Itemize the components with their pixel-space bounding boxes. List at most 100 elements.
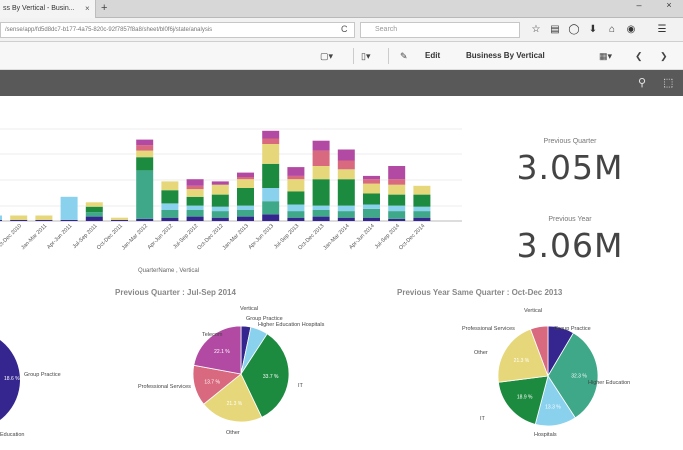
bar-segment[interactable] xyxy=(111,217,128,220)
bar-segment[interactable] xyxy=(363,175,380,180)
bar-segment[interactable] xyxy=(363,179,380,184)
bar-segment[interactable] xyxy=(413,185,431,195)
bar-segment[interactable] xyxy=(186,179,204,186)
bar-segment[interactable] xyxy=(136,170,154,219)
bar-segment[interactable] xyxy=(287,175,305,180)
bar-segment[interactable] xyxy=(237,216,254,221)
bar-segment[interactable] xyxy=(262,144,280,164)
url-bar[interactable]: /sense/app/fd5d8dc7-b177-4a75-820c-92f78… xyxy=(0,22,355,38)
bar-segment[interactable] xyxy=(363,183,380,194)
window-close-icon[interactable]: × xyxy=(666,0,672,10)
bar-segment[interactable] xyxy=(337,211,355,218)
bar-segment[interactable] xyxy=(388,194,406,206)
minimize-icon[interactable]: – xyxy=(636,0,642,10)
browser-tab[interactable]: ss By Vertical - Busin... × xyxy=(0,0,96,18)
browser-search-input[interactable]: Search xyxy=(360,22,520,38)
bar-segment[interactable] xyxy=(111,219,128,221)
download-icon[interactable]: ⬇ xyxy=(588,24,598,35)
bar-segment[interactable] xyxy=(287,217,305,221)
bar-segment[interactable] xyxy=(388,166,406,180)
bar-segment[interactable] xyxy=(287,211,305,218)
bar-segment[interactable] xyxy=(186,196,204,206)
bar-segment[interactable] xyxy=(60,196,78,220)
bar-segment[interactable] xyxy=(211,211,229,218)
bar-segment[interactable] xyxy=(161,203,179,210)
pie-slice[interactable] xyxy=(497,375,549,425)
pie-slice[interactable] xyxy=(529,325,549,377)
bar-segment[interactable] xyxy=(287,204,305,212)
bar-segment[interactable] xyxy=(211,217,229,221)
bar-segment[interactable] xyxy=(388,218,406,221)
edit-button[interactable]: Edit xyxy=(425,51,441,60)
bar-segment[interactable] xyxy=(262,130,280,139)
bar-segment[interactable] xyxy=(312,216,330,221)
bar-segment[interactable] xyxy=(186,205,204,210)
partial-pie-slice[interactable] xyxy=(0,330,20,430)
bar-segment[interactable] xyxy=(262,138,280,145)
bar-segment[interactable] xyxy=(312,150,330,166)
bar-segment[interactable] xyxy=(211,194,229,207)
next-sheet-icon[interactable]: ❯ xyxy=(660,51,668,61)
search-icon[interactable]: ⚲ xyxy=(638,77,647,89)
bar-segment[interactable] xyxy=(363,208,380,218)
bar-segment[interactable] xyxy=(35,219,53,221)
tab-close-icon[interactable]: × xyxy=(85,4,90,13)
bar-segment[interactable] xyxy=(85,202,103,207)
bar-segment[interactable] xyxy=(413,217,431,221)
bar-segment[interactable] xyxy=(211,181,229,185)
bar-segment[interactable] xyxy=(337,205,355,212)
bar-segment[interactable] xyxy=(136,145,154,151)
sheet-title[interactable]: Business By Vertical xyxy=(466,51,545,60)
bar-segment[interactable] xyxy=(287,179,305,192)
pie-slice[interactable] xyxy=(203,373,263,423)
bar-segment[interactable] xyxy=(262,188,280,202)
bar-segment[interactable] xyxy=(186,185,204,190)
previous-sheet-icon[interactable]: ❮ xyxy=(635,51,643,61)
bar-segment[interactable] xyxy=(388,211,406,219)
bar-segment[interactable] xyxy=(136,157,154,171)
bar-segment[interactable] xyxy=(237,210,254,217)
reading-list-icon[interactable]: ▤ xyxy=(550,24,560,35)
present-icon[interactable]: ▢▾ xyxy=(320,51,334,61)
bar-segment[interactable] xyxy=(312,140,330,151)
bar-segment[interactable] xyxy=(262,201,280,215)
pie-slice[interactable] xyxy=(547,332,599,419)
bar-segment[interactable] xyxy=(237,172,254,177)
bar-segment[interactable] xyxy=(413,194,431,207)
chat-icon[interactable]: ◉ xyxy=(626,24,636,35)
bar-segment[interactable] xyxy=(85,206,103,213)
bar-segment[interactable] xyxy=(388,184,406,195)
bar-segment[interactable] xyxy=(262,214,280,221)
pocket-icon[interactable]: ◯ xyxy=(568,24,580,35)
bar-segment[interactable] xyxy=(161,181,179,191)
reload-icon[interactable]: C xyxy=(341,24,348,34)
star-icon[interactable]: ☆ xyxy=(531,24,541,35)
bar-segment[interactable] xyxy=(337,149,355,161)
home-icon[interactable]: ⌂ xyxy=(608,24,616,35)
bar-segment[interactable] xyxy=(136,218,154,221)
bar-segment[interactable] xyxy=(186,189,204,197)
bar-segment[interactable] xyxy=(287,191,305,205)
bar-segment[interactable] xyxy=(237,205,254,210)
bar-segment[interactable] xyxy=(312,166,330,180)
pie-slice[interactable] xyxy=(497,328,549,383)
pencil-icon[interactable]: ✎ xyxy=(400,51,408,61)
pie-slice[interactable] xyxy=(193,325,242,375)
new-tab-button[interactable]: + xyxy=(101,2,108,14)
bar-segment[interactable] xyxy=(211,206,229,212)
bar-segment[interactable] xyxy=(337,160,355,170)
bar-segment[interactable] xyxy=(287,167,305,176)
bar-segment[interactable] xyxy=(337,217,355,221)
bar-segment[interactable] xyxy=(388,205,406,212)
bar-segment[interactable] xyxy=(0,219,2,221)
menu-icon[interactable]: ☰ xyxy=(657,24,667,35)
bar-segment[interactable] xyxy=(161,217,179,221)
bar-segment[interactable] xyxy=(337,179,355,206)
bar-segment[interactable] xyxy=(10,215,28,220)
sheets-icon[interactable]: ▦▾ xyxy=(599,51,613,61)
bar-segment[interactable] xyxy=(10,219,28,221)
bar-segment[interactable] xyxy=(413,211,431,218)
pie-slice[interactable] xyxy=(240,333,290,418)
bar-segment[interactable] xyxy=(312,205,330,210)
bar-segment[interactable] xyxy=(136,139,154,146)
